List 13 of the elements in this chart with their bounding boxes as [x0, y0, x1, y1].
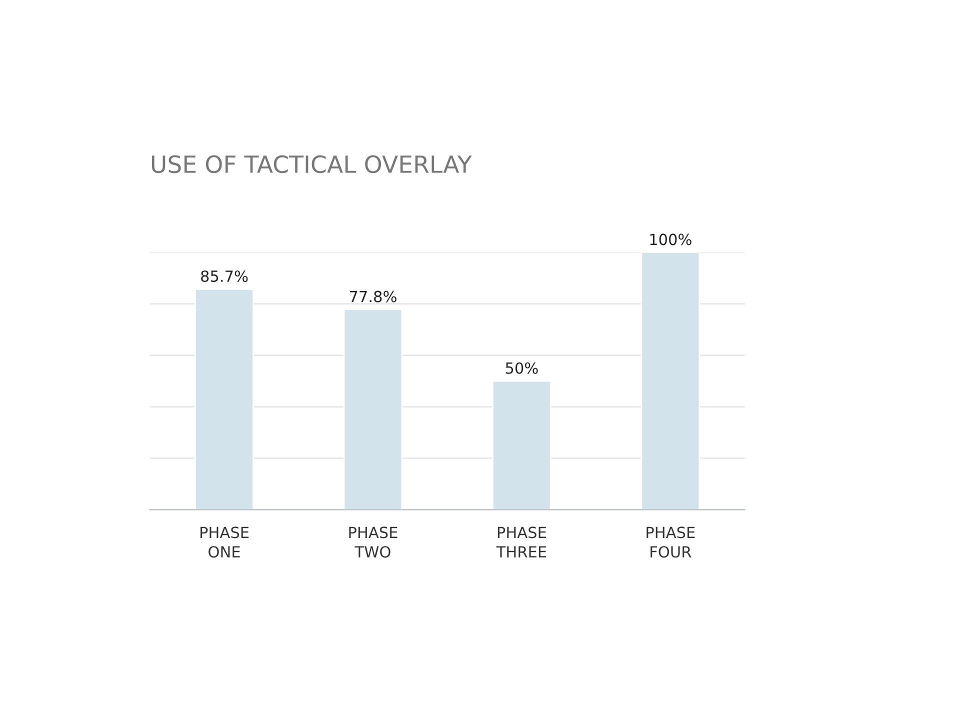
bar	[492, 380, 552, 510]
data-label: 77.8%	[350, 290, 396, 302]
data-label: 50%	[506, 362, 538, 374]
chart-title: USE OF TACTICAL OVERLAY	[152, 155, 472, 174]
x-tick-label: PHASE FOUR	[646, 526, 695, 558]
x-tick-label: PHASE THREE	[496, 526, 546, 558]
x-tick-label: PHASE ONE	[200, 526, 249, 558]
bar	[194, 288, 254, 510]
bar	[343, 308, 403, 510]
bar	[640, 252, 700, 510]
x-tick-label: PHASE TWO	[349, 526, 398, 558]
data-label: 85.7%	[201, 270, 248, 282]
data-label: 100%	[650, 234, 692, 246]
